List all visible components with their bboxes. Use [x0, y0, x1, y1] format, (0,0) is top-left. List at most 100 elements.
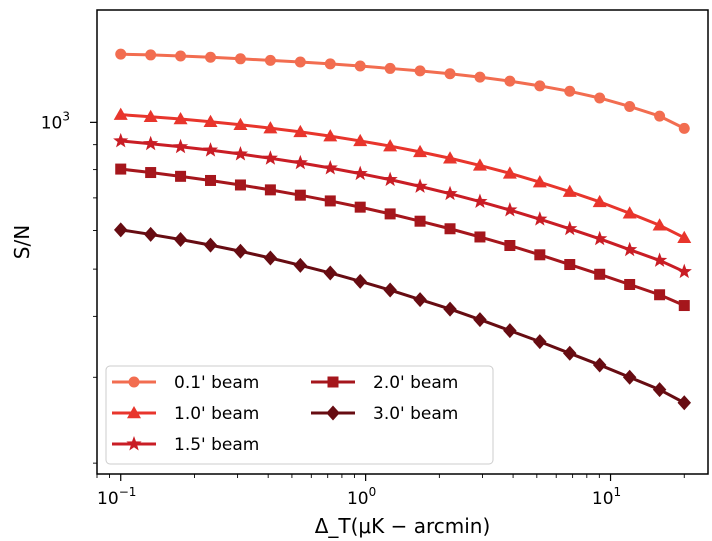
y-axis-label: S/N	[10, 225, 34, 259]
data-point	[562, 220, 578, 236]
data-point	[502, 166, 517, 179]
legend-item: 1.0' beam	[112, 404, 259, 424]
data-point	[294, 56, 306, 68]
data-point	[534, 249, 546, 261]
data-point	[677, 395, 692, 411]
data-point	[173, 111, 188, 125]
legend-item: 3.0' beam	[311, 404, 458, 424]
x-axis-label: Δ_T(μK − arcmin)	[315, 514, 491, 538]
data-point	[473, 312, 487, 328]
data-point	[504, 75, 516, 87]
legend-label: 3.0' beam	[373, 404, 458, 424]
data-point	[624, 100, 636, 112]
data-point	[175, 170, 187, 182]
data-point	[293, 257, 308, 273]
data-point	[413, 144, 428, 158]
data-point	[622, 241, 638, 257]
legend-label: 2.0' beam	[373, 373, 458, 393]
series-1	[115, 48, 690, 134]
legend-box	[105, 365, 494, 465]
data-point	[652, 382, 667, 398]
data-point	[624, 278, 636, 290]
data-point	[532, 175, 547, 188]
data-point	[443, 151, 458, 164]
data-point	[383, 282, 397, 298]
data-point	[294, 189, 306, 201]
data-point	[474, 71, 486, 83]
data-point	[143, 226, 158, 242]
legend-item: 2.0' beam	[311, 373, 458, 393]
legend-item: 1.5' beam	[112, 435, 259, 455]
data-point	[113, 132, 129, 148]
data-point	[145, 49, 157, 61]
data-point	[205, 51, 217, 63]
data-point	[594, 268, 606, 280]
legend-label: 0.1' beam	[174, 373, 259, 393]
data-point	[533, 334, 547, 350]
x-tick-label: 10−1	[97, 485, 136, 509]
data-point	[562, 184, 577, 197]
data-point	[654, 110, 666, 122]
legend-label: 1.5' beam	[174, 435, 259, 455]
data-point	[322, 160, 338, 175]
data-point	[504, 240, 516, 252]
data-point	[172, 138, 189, 154]
data-point	[173, 232, 188, 248]
data-point	[234, 179, 246, 191]
data-point	[564, 259, 576, 271]
data-point	[442, 185, 458, 201]
data-point	[262, 150, 278, 165]
data-point	[678, 122, 690, 134]
data-point	[444, 68, 456, 80]
data-point	[264, 184, 276, 196]
data-point	[143, 135, 159, 151]
data-point	[384, 62, 396, 74]
y-tick-label: 103	[41, 109, 70, 133]
data-point	[443, 301, 457, 317]
data-point	[233, 243, 248, 259]
data-point	[115, 163, 127, 175]
data-point	[472, 193, 488, 209]
data-point	[592, 230, 608, 246]
x-tick-label: 101	[592, 485, 621, 509]
data-point	[472, 158, 487, 171]
data-point	[292, 154, 308, 170]
legend-marker	[327, 376, 339, 388]
data-point	[474, 231, 486, 243]
data-point	[202, 142, 219, 157]
data-point	[678, 300, 690, 312]
data-point	[113, 222, 128, 238]
data-point	[145, 167, 157, 179]
data-point	[592, 357, 607, 373]
plot-area	[113, 48, 692, 411]
data-point	[414, 215, 426, 227]
data-point	[353, 133, 368, 147]
data-point	[323, 265, 338, 281]
data-point	[352, 165, 368, 181]
data-point	[413, 292, 427, 308]
data-point	[502, 202, 518, 217]
data-point	[353, 273, 367, 289]
data-point	[654, 289, 666, 301]
axes-frame	[96, 9, 709, 475]
data-point	[232, 146, 249, 161]
data-point	[677, 230, 692, 243]
series-5	[113, 222, 692, 411]
series-line	[120, 113, 685, 240]
data-point	[592, 194, 607, 208]
data-point	[115, 48, 127, 60]
data-point	[382, 171, 398, 187]
data-point	[234, 53, 246, 65]
data-point	[563, 345, 577, 361]
data-point	[233, 117, 248, 130]
legend: 0.1' beam 1.0' beam 1.5' beam 2.0' beam 3.0'…	[105, 365, 494, 465]
data-point	[651, 252, 668, 267]
data-point	[534, 80, 546, 92]
data-point	[444, 223, 456, 235]
x-tick-label: 100	[347, 485, 376, 509]
data-point	[143, 109, 158, 122]
data-point	[203, 237, 218, 253]
legend-marker	[128, 376, 140, 388]
data-point	[503, 323, 517, 339]
